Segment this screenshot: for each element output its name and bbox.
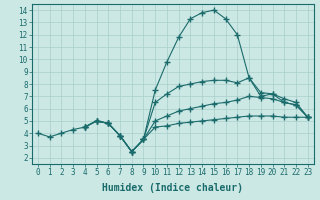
X-axis label: Humidex (Indice chaleur): Humidex (Indice chaleur) <box>102 183 243 193</box>
